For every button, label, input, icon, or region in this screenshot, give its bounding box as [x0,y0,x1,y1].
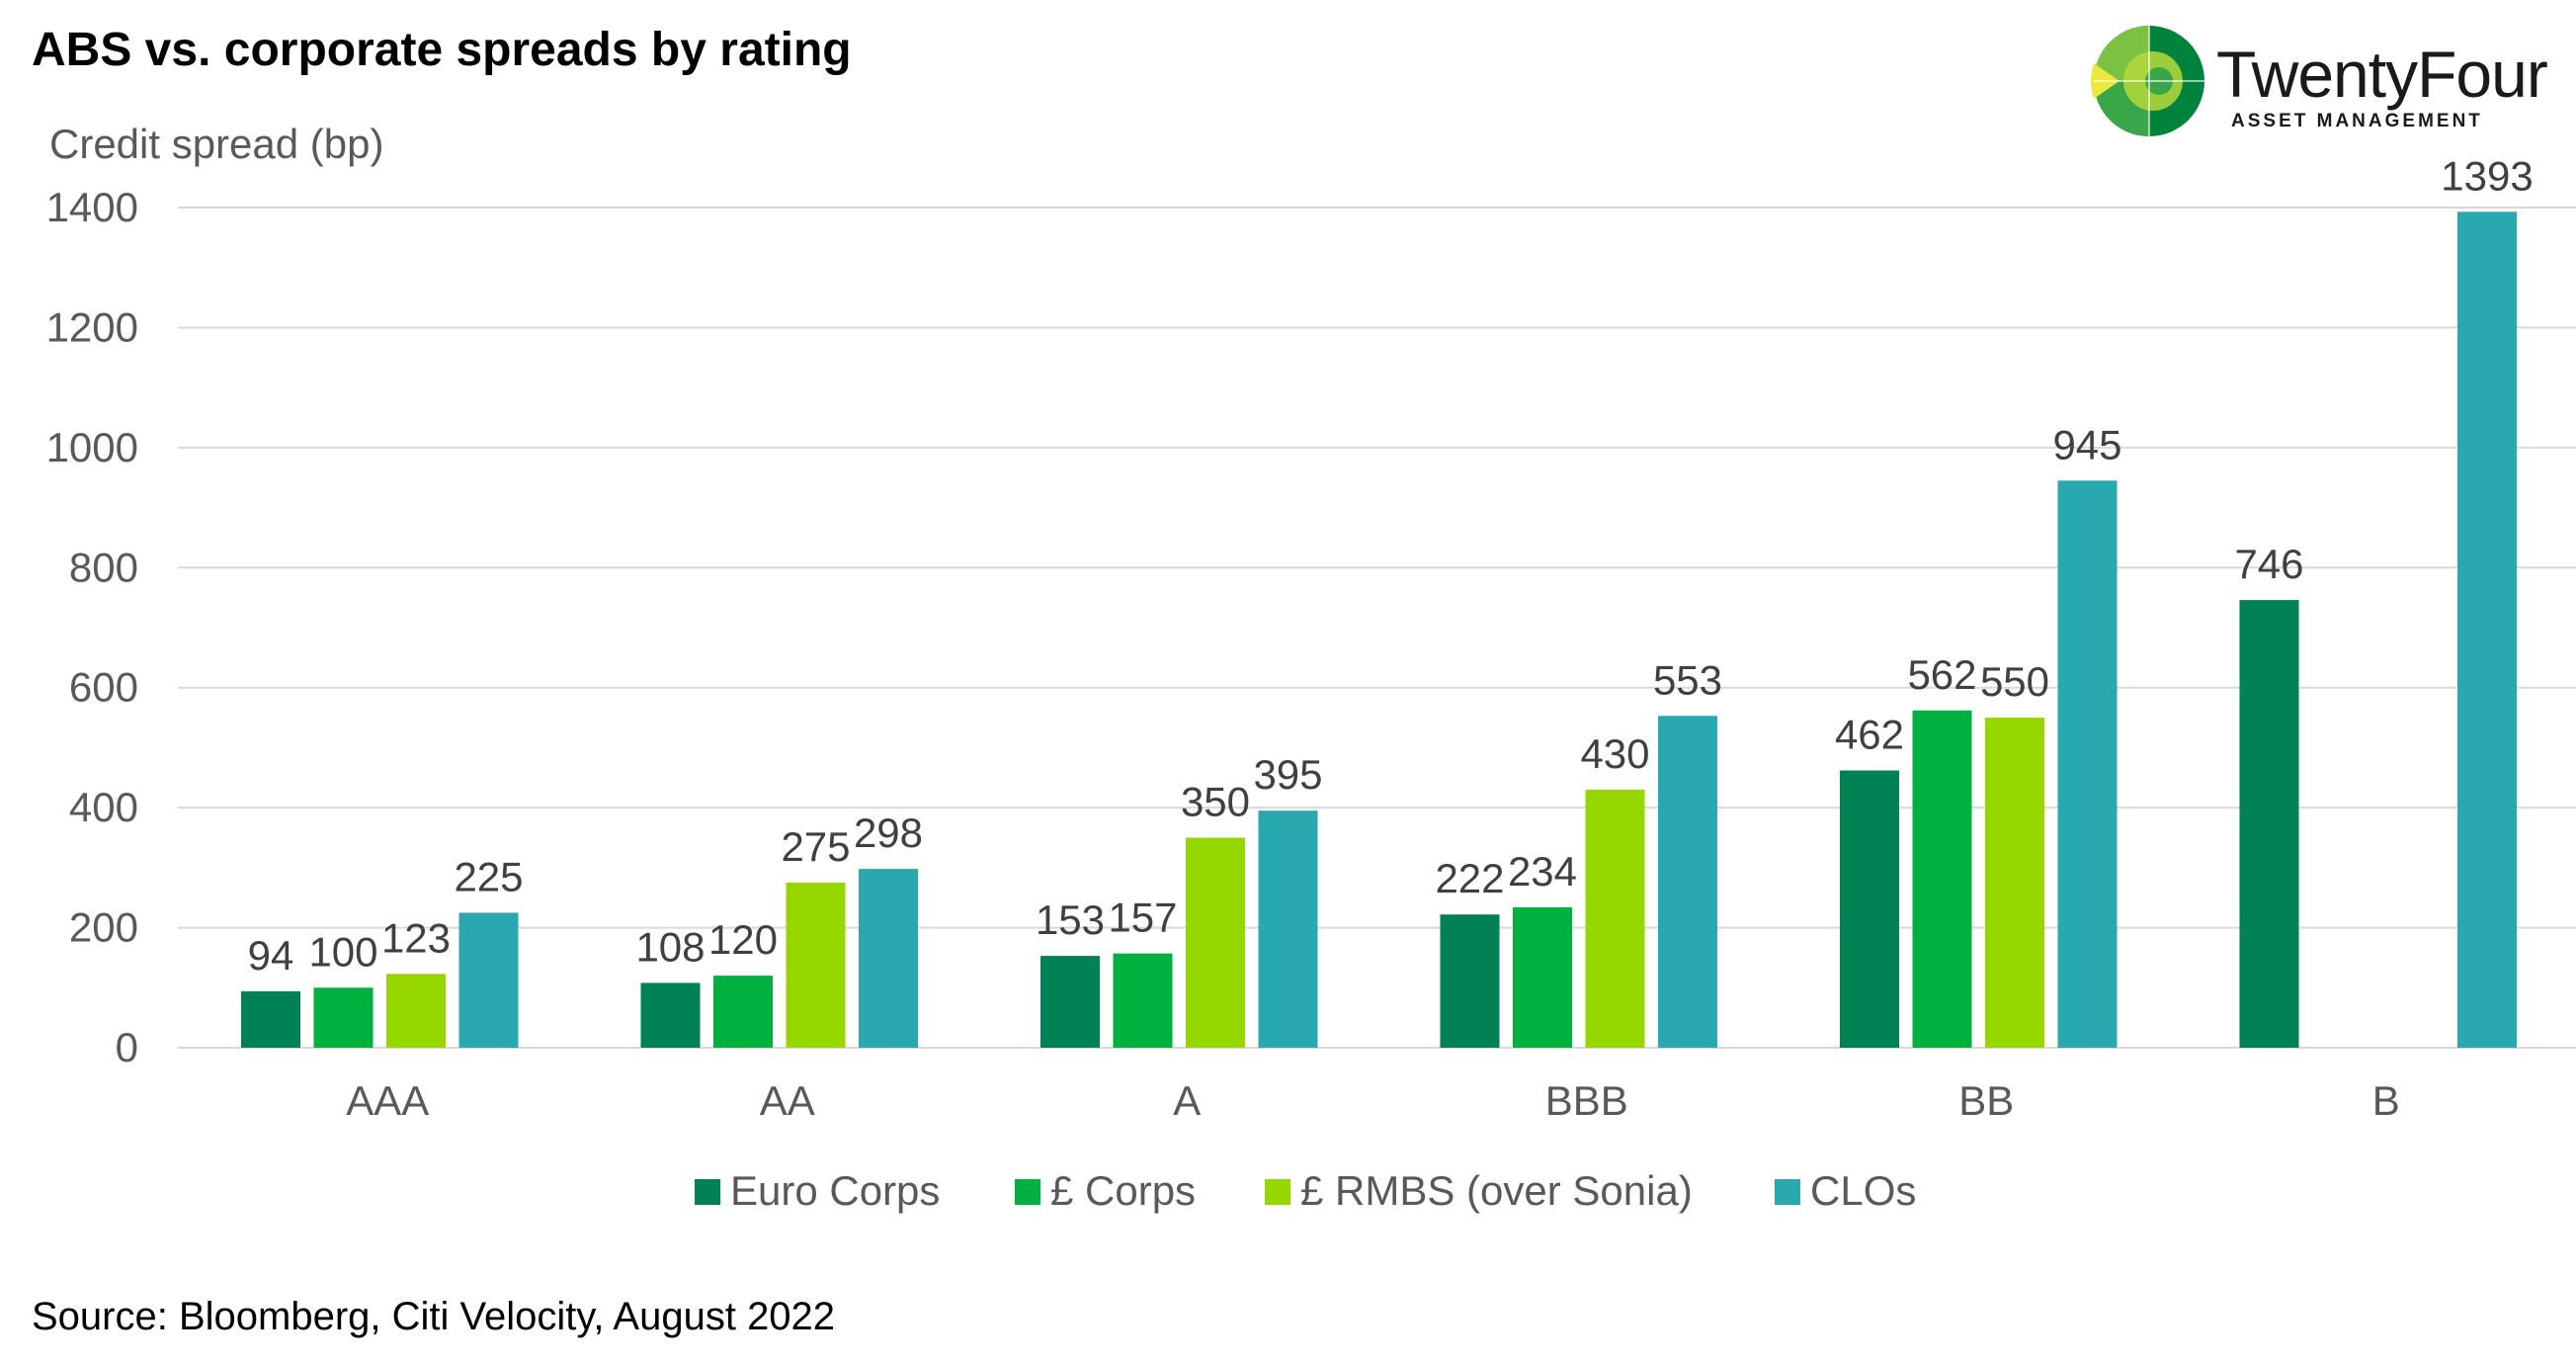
y-tick-label: 0 [116,1024,138,1070]
chart-title: ABS vs. corporate spreads by rating [32,24,852,76]
bar-euro-corps-bb [1840,770,1899,1048]
category-label-a: A [1173,1077,1201,1124]
bar-clos-aa [859,869,918,1048]
data-label: 462 [1835,712,1904,758]
y-tick-label: 800 [69,544,138,590]
legend: Euro Corps £ Corps £ RMBS (over Sonia) CLOs [695,1167,1916,1214]
legend-label: Euro Corps [730,1167,940,1214]
legend-item-clos: CLOs [1775,1167,1916,1214]
bar-euro-corps-aaa [241,990,300,1048]
gridlines [178,207,2576,1049]
data-label: 1393 [2441,152,2533,199]
category-label-aaa: AAA [346,1077,429,1124]
legend-swatch [695,1179,720,1205]
bar-corps-a [1113,953,1173,1048]
bars [241,212,2517,1048]
data-label: 275 [781,823,850,870]
y-tick-label: 400 [69,784,138,830]
category-label-aa: AA [760,1077,815,1124]
logo-tagline: ASSET MANAGEMENT [2231,111,2483,131]
data-label: 430 [1580,730,1649,777]
y-axis-label: Credit spread (bp) [49,121,383,167]
bar-clos-a [1258,810,1318,1048]
bar-rmbs-over-sonia-bbb [1585,789,1645,1048]
legend-label: CLOs [1810,1167,1916,1214]
bar-clos-b [2457,212,2517,1048]
data-label: 225 [454,853,523,899]
data-label: 153 [1036,896,1105,943]
legend-label: £ Corps [1050,1167,1196,1214]
bar-rmbs-over-sonia-bb [1985,718,2044,1048]
legend-swatch [1265,1179,1290,1205]
bar-corps-aaa [313,987,374,1048]
data-label: 94 [248,932,294,979]
y-tick-label: 600 [69,664,138,711]
legend-swatch [1775,1179,1800,1205]
bar-euro-corps-bbb [1440,914,1500,1048]
data-label: 120 [708,916,778,963]
bar-rmbs-over-sonia-aa [786,883,846,1048]
bar-rmbs-over-sonia-a [1186,837,1245,1048]
logo-mark-icon [2091,26,2204,136]
data-label: 108 [635,923,705,970]
company-logo: TwentyFour ASSET MANAGEMENT [2091,26,2548,136]
y-axis-ticks: 0 200 400 600 800 1000 1200 1400 [46,184,138,1070]
bar-euro-corps-a [1040,956,1100,1048]
data-label: 234 [1508,848,1577,895]
data-label: 945 [2052,421,2121,468]
data-label: 550 [1980,658,2049,705]
y-tick-label: 200 [69,904,138,951]
bar-corps-bbb [1513,906,1572,1048]
y-tick-label: 1000 [46,424,138,470]
data-label: 746 [2234,541,2303,587]
y-tick-label: 1400 [46,184,138,230]
legend-item-rmbs-over-sonia: £ RMBS (over Sonia) [1265,1167,1693,1214]
bar-corps-bb [1912,710,1972,1048]
bar-rmbs-over-sonia-aaa [386,974,446,1048]
data-label: 395 [1253,751,1322,798]
category-label-b: B [2372,1077,2400,1124]
source-note: Source: Bloomberg, Citi Velocity, August… [32,1295,835,1338]
logo-brand-text: TwentyFour [2216,38,2547,111]
bar-clos-aaa [458,912,519,1048]
category-label-bbb: BBB [1545,1077,1628,1124]
legend-label: £ RMBS (over Sonia) [1300,1167,1693,1214]
bar-clos-bbb [1658,716,1717,1048]
bar-clos-bb [2057,480,2118,1048]
data-label: 123 [381,914,451,961]
legend-item-corps: £ Corps [1015,1167,1196,1214]
category-label-bb: BB [1958,1077,2014,1124]
bar-euro-corps-aa [640,982,701,1048]
bar-euro-corps-b [2239,600,2299,1048]
bar-corps-aa [713,976,773,1048]
category-labels: AAA AA A BBB BB B [346,1077,2400,1124]
data-label: 553 [1653,656,1722,703]
y-tick-label: 1200 [46,303,138,350]
data-label: 157 [1108,895,1177,941]
data-label: 350 [1181,779,1250,825]
data-label: 562 [1907,651,1976,698]
legend-item-euro-corps: Euro Corps [695,1167,940,1214]
data-label: 222 [1435,855,1504,901]
data-label: 100 [308,928,377,975]
data-label: 298 [854,810,923,856]
legend-swatch [1015,1179,1040,1205]
